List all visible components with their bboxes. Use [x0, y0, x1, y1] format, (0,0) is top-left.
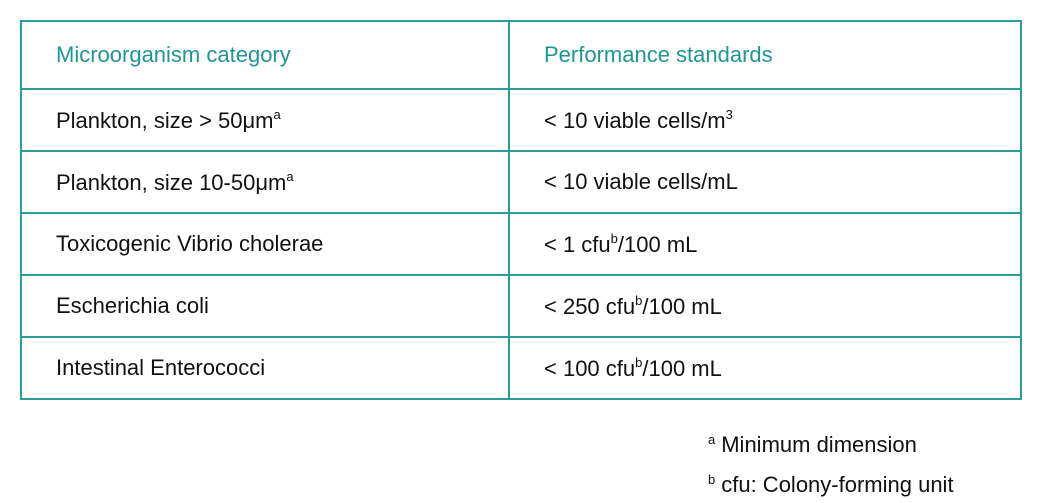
table-row: Escherichia coli < 250 cfub/100 mL — [20, 274, 1022, 338]
footnote: a Minimum dimension — [708, 422, 954, 462]
cell-text: < 10 viable cells/mL — [544, 169, 738, 194]
cell-text: Intestinal Enterococci — [56, 355, 266, 380]
table-cell: < 10 viable cells/m3 — [508, 88, 1022, 152]
table-row: Intestinal Enterococci < 100 cfub/100 mL — [20, 336, 1022, 400]
standards-table: Microorganism category Performance standa… — [20, 20, 1022, 400]
superscript: b — [610, 230, 618, 246]
superscript: 3 — [725, 106, 733, 122]
superscript: b — [635, 354, 643, 370]
header-cell: Performance standards — [508, 20, 1022, 90]
footnote-mark: a — [708, 432, 716, 447]
superscript: b — [635, 292, 643, 308]
table-cell: < 250 cfub/100 mL — [508, 274, 1022, 338]
footnote: b cfu: Colony-forming unit — [708, 462, 954, 502]
table-cell: Plankton, size > 50μma — [20, 88, 510, 152]
table-cell: < 100 cfub/100 mL — [508, 336, 1022, 400]
table-cell: Plankton, size 10-50μma — [20, 150, 510, 214]
cell-text: Plankton, size > 50μm — [56, 107, 274, 133]
cell-text: < 250 cfu — [544, 293, 636, 319]
table-cell: Escherichia coli — [20, 274, 510, 338]
cell-text: /100 mL — [642, 355, 722, 381]
cell-text: /100 mL — [617, 231, 698, 257]
header-row: Microorganism category Performance standa… — [20, 20, 1022, 90]
cell-text: < 100 cfu — [544, 355, 636, 381]
cell-text: < 10 viable cells/m — [544, 107, 726, 133]
cell-text: /100 mL — [642, 293, 722, 319]
cell-text: Toxicogenic Vibrio cholerae — [56, 231, 324, 256]
cell-text: < 1 cfu — [544, 231, 611, 257]
table-cell: Intestinal Enterococci — [20, 336, 510, 400]
superscript: a — [286, 168, 294, 184]
header-cell: Microorganism category — [20, 20, 510, 90]
superscript: a — [273, 106, 281, 122]
footnote-text: cfu: Colony-forming unit — [721, 472, 954, 497]
footnotes: a Minimum dimension b cfu: Colony-forming u… — [708, 422, 954, 502]
table-cell: < 10 viable cells/mL — [508, 150, 1022, 214]
table-cell: Toxicogenic Vibrio cholerae — [20, 212, 510, 276]
footnote-text: Minimum dimension — [721, 432, 917, 457]
table-row: Plankton, size 10-50μma < 10 viable cells… — [20, 150, 1022, 214]
cell-text: Escherichia coli — [56, 293, 209, 318]
table-row: Plankton, size > 50μma < 10 viable cells/… — [20, 88, 1022, 152]
table-row: Toxicogenic Vibrio cholerae < 1 cfub/100 … — [20, 212, 1022, 276]
footnote-mark: b — [708, 472, 716, 487]
cell-text: Plankton, size 10-50μm — [56, 169, 287, 195]
table-cell: < 1 cfub/100 mL — [508, 212, 1022, 276]
